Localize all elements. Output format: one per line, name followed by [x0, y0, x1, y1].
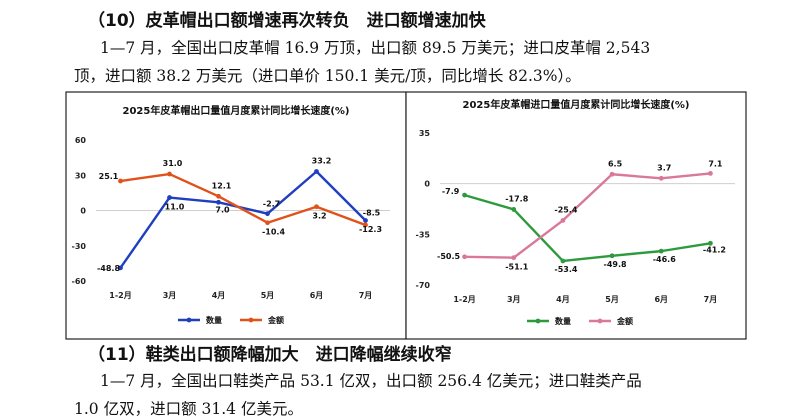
legend-marker-0 — [186, 317, 192, 323]
x-tick-label: 4月 — [212, 291, 226, 300]
x-tick-label: 1-2月 — [453, 295, 475, 304]
y-tick-label: -30 — [72, 242, 87, 251]
data-label: -46.6 — [653, 255, 676, 264]
data-label: -41.2 — [703, 245, 726, 254]
data-point — [118, 178, 123, 184]
x-tick-label: 1-2月 — [109, 291, 131, 300]
data-label: -25.4 — [554, 205, 577, 214]
data-label: -48.8 — [97, 264, 120, 273]
data-point — [216, 193, 221, 199]
data-point — [118, 265, 123, 271]
legend-label-1: 金额 — [267, 315, 284, 325]
section-heading-11: （11）鞋类出口额降幅加大 进口降幅继续收窄 — [88, 345, 452, 365]
y-tick-label: -35 — [416, 230, 431, 239]
data-point — [363, 218, 368, 223]
data-label: 11.0 — [165, 203, 185, 212]
legend-label-1: 金额 — [616, 316, 633, 326]
data-point — [216, 199, 221, 205]
paragraph-10-line1: 1—7 月，全国出口皮革帽 16.9 万顶，出口额 89.5 万美元；进口皮革帽… — [100, 39, 651, 57]
data-label: -17.8 — [505, 194, 528, 203]
chart-title: 2025年皮革帽进口量值月度累计同比增长速度(%) — [463, 98, 690, 111]
data-point — [708, 170, 713, 176]
data-point — [609, 171, 615, 177]
data-point — [462, 192, 467, 198]
y-tick-label: 0 — [424, 180, 430, 189]
paragraph-11-line2: 1.0 亿双，进口额 31.4 亿美元。 — [74, 400, 303, 418]
data-point — [609, 253, 615, 259]
data-label: -8.5 — [363, 208, 381, 217]
y-tick-label: 30 — [75, 171, 87, 180]
x-tick-label: 3月 — [163, 291, 177, 300]
data-label: 7.1 — [708, 159, 723, 168]
chart-title: 2025年皮革帽出口量值月度累计同比增长速度(%) — [123, 104, 350, 117]
x-tick-label: 5月 — [261, 291, 275, 300]
data-point — [560, 218, 566, 223]
data-point — [560, 258, 566, 264]
data-point — [363, 222, 368, 228]
series-line-1 — [120, 172, 366, 227]
data-point — [511, 255, 517, 261]
y-tick-label: 60 — [75, 136, 87, 145]
x-tick-label: 5月 — [605, 295, 619, 304]
y-tick-label: 35 — [419, 129, 431, 138]
legend-label-0: 数量 — [555, 316, 571, 326]
data-point — [708, 240, 713, 246]
data-label: 31.0 — [163, 159, 183, 168]
paragraph-11-line1: 1—7 月，全国出口鞋类产品 53.1 亿双，出口额 256.4 亿美元；进口鞋… — [100, 372, 642, 390]
section-heading-10: （10）皮革帽出口额增速再次转负 进口额增速加快 — [88, 11, 486, 31]
legend-marker-1 — [248, 317, 254, 323]
series-line-0 — [464, 193, 711, 263]
legend-marker-0 — [535, 318, 541, 324]
data-point — [462, 254, 467, 260]
data-label: -53.4 — [554, 265, 577, 274]
data-point — [167, 171, 172, 177]
left-chart-frame — [65, 91, 407, 340]
data-label: 3.7 — [657, 163, 671, 172]
legend-marker-1 — [597, 318, 603, 324]
data-label: -49.8 — [604, 260, 627, 269]
x-tick-label: 7月 — [704, 295, 718, 304]
data-label: -7.9 — [442, 187, 460, 196]
data-point — [658, 248, 664, 254]
x-tick-label: 7月 — [359, 291, 373, 300]
import-chart: 2025年皮革帽进口量值月度累计同比增长速度(%) 35 0 -35 -70 1-2月 3月… — [416, 98, 735, 326]
legend-label-0: 数量 — [206, 315, 222, 325]
y-tick-label: -70 — [416, 281, 431, 290]
data-point — [658, 175, 664, 181]
data-label: -51.1 — [505, 263, 528, 272]
data-label: 3.2 — [312, 212, 326, 221]
data-label: 6.5 — [608, 159, 623, 168]
data-label: 12.1 — [212, 181, 232, 190]
series-line-1 — [464, 172, 711, 259]
data-point — [314, 204, 319, 210]
y-tick-label: 0 — [80, 207, 86, 216]
x-tick-label: 4月 — [556, 295, 570, 304]
x-tick-label: 3月 — [507, 295, 521, 304]
data-label: -2.7 — [263, 200, 281, 209]
series-line-0 — [119, 170, 367, 269]
data-label: -12.3 — [359, 225, 382, 234]
data-label: 25.1 — [99, 172, 119, 181]
x-tick-label: 6月 — [654, 295, 668, 304]
data-point — [314, 169, 319, 174]
data-point — [167, 195, 172, 200]
data-point — [265, 220, 270, 226]
export-chart: 2025年皮革帽出口量值月度累计同比增长速度(%) 60 30 0 -30 -60 1-2月… — [72, 104, 390, 325]
data-point — [511, 207, 517, 212]
x-tick-label: 6月 — [310, 291, 324, 300]
data-label: 33.2 — [312, 156, 332, 165]
right-chart-frame — [405, 91, 747, 340]
data-label: -50.5 — [437, 252, 460, 261]
data-point — [265, 211, 270, 217]
paragraph-10-line2: 顶，进口额 38.2 万美元（进口单价 150.1 美元/顶，同比增长 82.3… — [74, 67, 581, 85]
y-tick-label: -60 — [72, 277, 87, 286]
data-label: 7.0 — [215, 205, 230, 214]
data-label: -10.4 — [262, 228, 285, 237]
